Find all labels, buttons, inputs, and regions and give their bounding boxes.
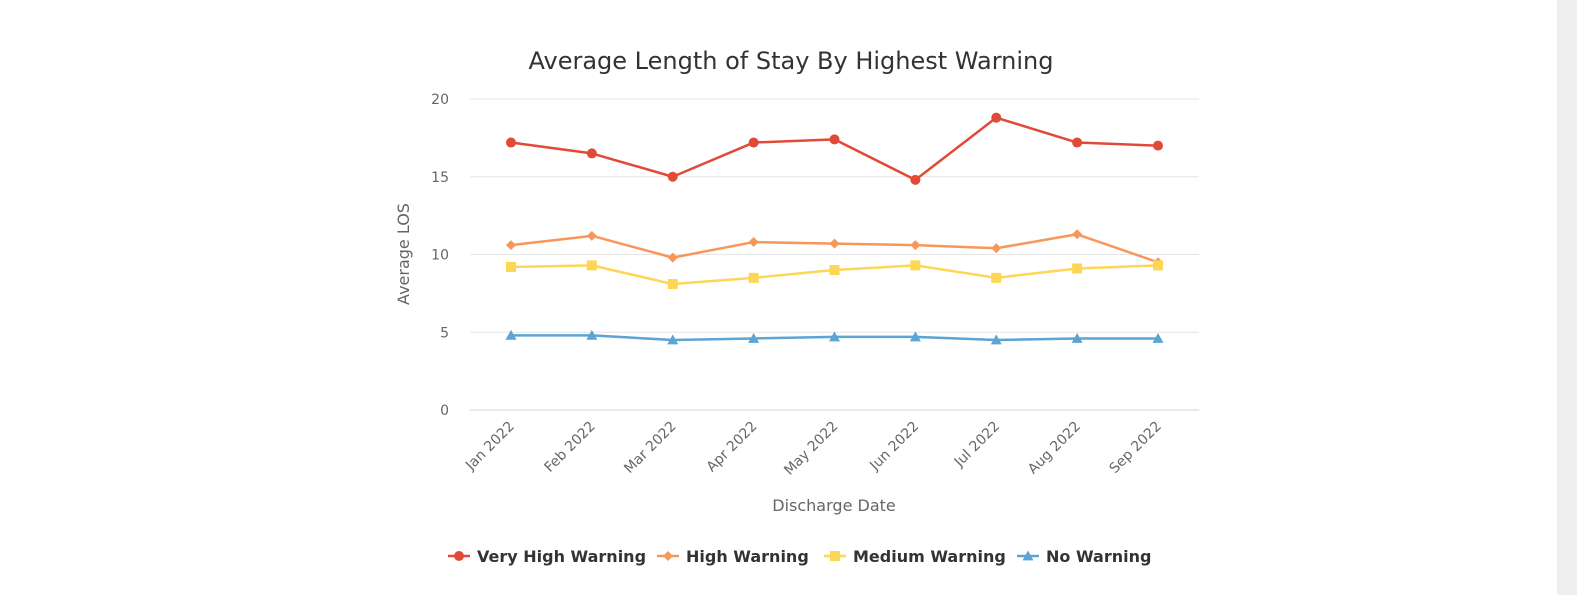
legend-marker bbox=[663, 551, 673, 561]
data-point bbox=[910, 174, 921, 185]
data-point bbox=[829, 331, 840, 342]
data-point bbox=[748, 272, 759, 283]
legend-label: No Warning bbox=[1046, 547, 1151, 566]
y-tick-label: 10 bbox=[431, 248, 449, 264]
data-point bbox=[1153, 140, 1163, 151]
data-point bbox=[991, 272, 1002, 283]
data-point bbox=[586, 230, 597, 241]
data-point bbox=[506, 137, 516, 148]
data-point bbox=[910, 240, 921, 251]
data-point bbox=[506, 261, 516, 272]
x-tick-label: Jun 2022 bbox=[866, 419, 922, 475]
data-point bbox=[667, 279, 678, 290]
x-tick-label: Jan 2022 bbox=[462, 419, 518, 475]
data-point bbox=[667, 171, 678, 182]
legend: Very High Warning High Warning Medium Warn… bbox=[448, 547, 1151, 566]
data-point bbox=[829, 265, 840, 276]
gridlines bbox=[470, 98, 1199, 411]
x-tick-label: Mar 2022 bbox=[621, 419, 679, 477]
data-point bbox=[748, 237, 759, 248]
data-point bbox=[1072, 229, 1083, 240]
data-point bbox=[990, 334, 1002, 345]
data-point bbox=[1152, 332, 1164, 343]
series-group bbox=[505, 112, 1164, 345]
data-point bbox=[991, 243, 1002, 254]
x-tick-label: Feb 2022 bbox=[542, 419, 599, 476]
data-point bbox=[667, 334, 679, 345]
legend-item[interactable]: No Warning bbox=[1017, 547, 1151, 566]
legend-label: Very High Warning bbox=[477, 547, 646, 566]
legend-marker bbox=[1022, 550, 1034, 561]
x-axis-ticks: Jan 2022 Feb 2022 Mar 2022 Apr 2022 May 2022… bbox=[462, 419, 1165, 479]
x-axis-title: Discharge Date bbox=[772, 496, 895, 515]
chart-title: Average Length of Stay By Highest Warnin… bbox=[529, 47, 1054, 75]
data-point bbox=[909, 331, 921, 342]
data-point bbox=[586, 260, 597, 271]
data-point bbox=[991, 112, 1002, 123]
scrollbar-track[interactable] bbox=[1557, 0, 1577, 595]
series-very-high-warning bbox=[506, 112, 1163, 185]
series-high-warning bbox=[506, 229, 1163, 268]
y-tick-label: 0 bbox=[440, 403, 449, 419]
data-point bbox=[748, 332, 760, 343]
x-tick-label: Aug 2022 bbox=[1025, 419, 1084, 478]
legend-marker bbox=[830, 551, 840, 561]
data-point bbox=[1071, 332, 1083, 343]
y-tick-label: 5 bbox=[440, 325, 449, 341]
data-point bbox=[910, 260, 921, 271]
y-axis-title: Average LOS bbox=[394, 203, 413, 305]
y-axis-ticks: 0 5 10 15 20 bbox=[431, 92, 449, 419]
data-point bbox=[1072, 263, 1083, 274]
y-tick-label: 20 bbox=[431, 92, 449, 108]
legend-label: High Warning bbox=[686, 547, 809, 566]
data-point bbox=[1072, 137, 1083, 148]
legend-marker bbox=[454, 551, 464, 561]
data-point bbox=[586, 148, 597, 159]
data-point bbox=[586, 329, 598, 340]
x-tick-label: May 2022 bbox=[781, 419, 841, 479]
x-tick-label: Sep 2022 bbox=[1107, 419, 1165, 477]
x-tick-label: Apr 2022 bbox=[704, 419, 761, 476]
data-point bbox=[748, 137, 759, 148]
data-point bbox=[506, 240, 516, 251]
legend-item[interactable]: Medium Warning bbox=[824, 547, 1006, 566]
x-tick-label: Jul 2022 bbox=[951, 419, 1003, 471]
data-point bbox=[829, 238, 840, 249]
series-line bbox=[509, 116, 1160, 182]
legend-item[interactable]: Very High Warning bbox=[448, 547, 646, 566]
y-tick-label: 15 bbox=[431, 170, 449, 186]
series-no-warning bbox=[505, 329, 1164, 345]
legend-item[interactable]: High Warning bbox=[657, 547, 809, 566]
data-point bbox=[505, 329, 517, 340]
legend-label: Medium Warning bbox=[853, 547, 1006, 566]
data-point bbox=[829, 134, 840, 145]
data-point bbox=[667, 252, 678, 263]
series-medium-warning bbox=[506, 260, 1163, 290]
data-point bbox=[1153, 260, 1163, 271]
